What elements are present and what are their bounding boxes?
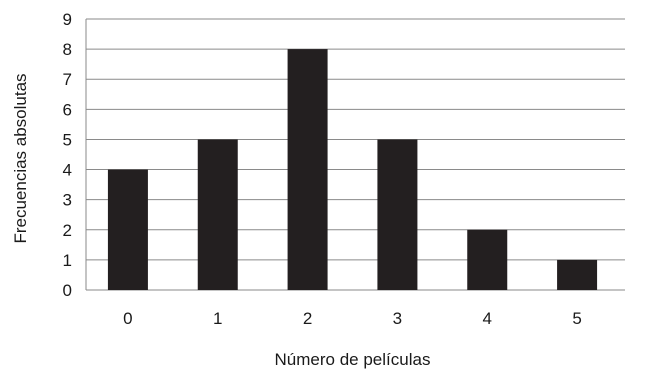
y-tick-label: 1 — [63, 251, 72, 270]
y-tick-label: 8 — [63, 40, 72, 59]
bars — [107, 49, 598, 290]
y-tick-label: 4 — [63, 161, 72, 180]
y-tick-label: 2 — [63, 221, 72, 240]
bar-3 — [377, 139, 418, 290]
y-axis-title: Frecuencias absolutas — [11, 73, 30, 243]
bar-0 — [107, 169, 148, 290]
bar-2 — [287, 49, 328, 290]
x-tick-label: 1 — [213, 309, 222, 328]
y-tick-label: 7 — [63, 70, 72, 89]
x-tick-label: 5 — [572, 309, 581, 328]
gridlines — [86, 18, 625, 291]
y-tick-label: 0 — [63, 281, 72, 300]
x-tick-label: 4 — [483, 309, 492, 328]
y-tick-label: 9 — [63, 10, 72, 29]
x-tick-labels: 0 1 2 3 4 5 — [123, 309, 582, 328]
x-tick-label: 0 — [123, 309, 132, 328]
bar-1 — [197, 139, 238, 290]
x-tick-label: 3 — [393, 309, 402, 328]
y-tick-label: 5 — [63, 130, 72, 149]
y-tick-label: 3 — [63, 191, 72, 210]
y-tick-labels: 0 1 2 3 4 5 6 7 8 9 — [63, 10, 72, 300]
y-tick-label: 6 — [63, 100, 72, 119]
bar-4 — [467, 229, 508, 290]
bar-5 — [557, 259, 598, 290]
x-axis-title: Número de películas — [275, 350, 431, 369]
x-tick-label: 2 — [303, 309, 312, 328]
